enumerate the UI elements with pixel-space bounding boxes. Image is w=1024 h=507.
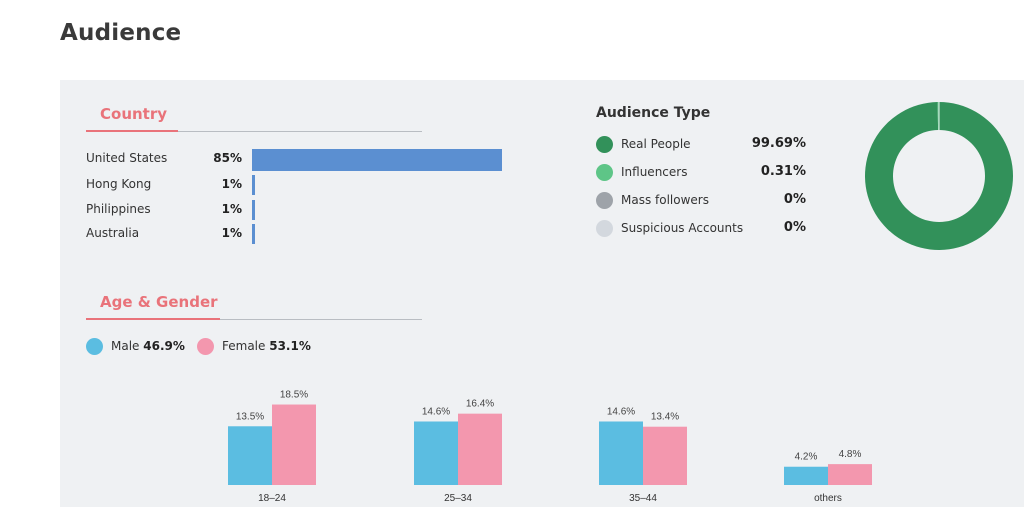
audience-type-value: 0% (783, 192, 806, 207)
country-name: Australia (86, 226, 140, 240)
male-bar (599, 421, 643, 485)
country-name: Philippines (86, 202, 151, 216)
audience-type-row: Real People 99.69% (596, 135, 806, 155)
audience-type-row: Influencers 0.31% (596, 163, 806, 183)
audience-type-row: Mass followers 0% (596, 191, 806, 211)
country-row: Australia 1% (86, 224, 506, 244)
male-bar-label: 13.5% (236, 411, 264, 422)
country-row: Hong Kong 1% (86, 175, 506, 195)
country-percent-label: 85% (213, 151, 242, 165)
age-gender-section-rule (86, 319, 422, 320)
female-bar-label: 16.4% (466, 399, 494, 410)
country-bar (252, 175, 255, 195)
age-category-label: others (814, 493, 842, 504)
male-legend-value: 46.9% (143, 339, 185, 353)
country-section-title: Country (100, 105, 168, 123)
female-legend-dot (197, 338, 214, 355)
female-bar (458, 413, 502, 485)
audience-type-label: Influencers (621, 165, 688, 179)
age-gender-section-rule-accent (86, 318, 220, 320)
country-row: Philippines 1% (86, 200, 506, 220)
country-section-rule-accent (86, 130, 178, 132)
male-bar (414, 421, 458, 485)
country-percent-label: 1% (221, 226, 242, 240)
male-bar-label: 4.2% (795, 452, 818, 463)
male-bar-label: 14.6% (422, 406, 450, 417)
male-bar-label: 14.6% (607, 406, 635, 417)
female-bar-label: 18.5% (280, 390, 308, 401)
audience-type-value: 0.31% (760, 164, 806, 179)
audience-type-label: Mass followers (621, 193, 709, 207)
age-category-label: 18–24 (258, 493, 286, 504)
age-category-label: 25–34 (444, 493, 472, 504)
audience-type-label: Suspicious Accounts (621, 221, 744, 235)
country-percent-label: 1% (221, 202, 242, 216)
audience-type-value: 0% (783, 220, 806, 235)
country-bar (252, 224, 255, 244)
audience-type-dot (596, 164, 613, 181)
audience-type-value: 99.69% (751, 136, 806, 151)
audience-type-dot (596, 192, 613, 209)
female-legend-value: 53.1% (269, 339, 311, 353)
country-bar (252, 200, 255, 220)
audience-type-label: Real People (621, 137, 691, 151)
female-bar (828, 464, 872, 485)
country-name: United States (86, 151, 168, 165)
female-bar-label: 13.4% (651, 412, 679, 423)
country-name: Hong Kong (86, 177, 152, 191)
audience-type-row: Suspicious Accounts 0% (596, 219, 806, 239)
audience-type-dot (596, 136, 613, 153)
audience-panel (60, 80, 1024, 507)
age-gender-section-title: Age & Gender (100, 293, 218, 311)
audience-type-title: Audience Type (596, 105, 711, 121)
country-row: United States 85% (86, 149, 506, 171)
male-legend-label: Male (111, 339, 140, 353)
audience-type-dot (596, 220, 613, 237)
audience-type-donut-chart (865, 102, 1013, 251)
donut-slice (865, 102, 1013, 251)
male-legend-dot (86, 338, 103, 355)
page-title: Audience (60, 20, 182, 46)
age-gender-bar-chart: 13.5% 18.5% 18–24 14.6% 16.4% 25–34 14.6% 13.4%… (228, 390, 872, 504)
country-percent-label: 1% (221, 177, 242, 191)
male-bar (784, 466, 828, 485)
country-section-rule (86, 131, 422, 132)
female-bar (272, 404, 316, 485)
female-bar (643, 426, 687, 485)
female-legend-label: Female (222, 339, 266, 353)
age-category-label: 35–44 (629, 493, 657, 504)
female-bar-label: 4.8% (839, 449, 862, 460)
male-bar (228, 426, 272, 485)
country-bar (252, 149, 502, 171)
